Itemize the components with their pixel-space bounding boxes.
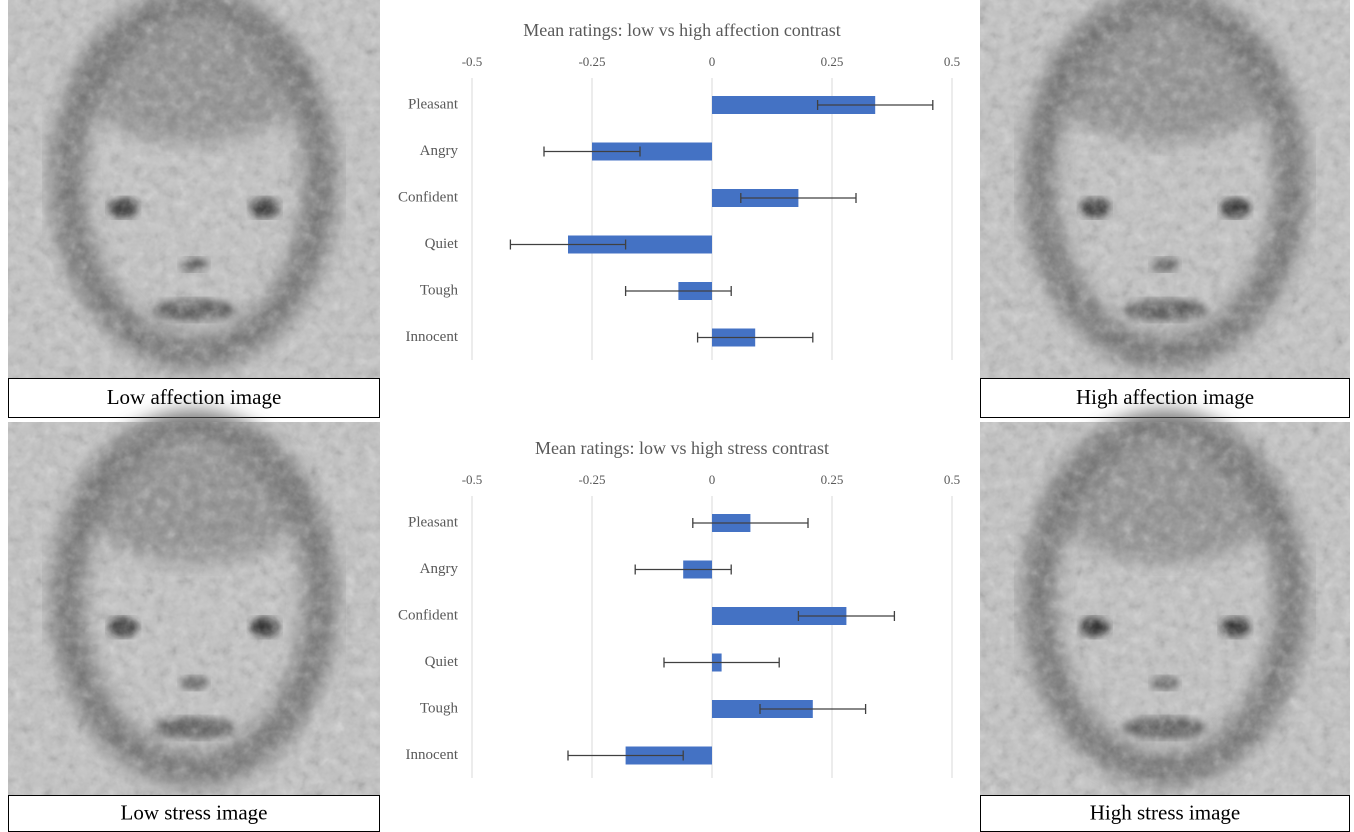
x-tick-label: -0.25 bbox=[578, 472, 605, 487]
face-image bbox=[980, 422, 1350, 795]
y-tick-label: Confident bbox=[398, 189, 459, 205]
face-image bbox=[8, 422, 380, 795]
image-noise bbox=[980, 422, 1350, 795]
image-noise bbox=[8, 422, 380, 795]
x-tick-label: 0.5 bbox=[944, 472, 960, 487]
y-tick-label: Angry bbox=[420, 561, 459, 577]
y-tick-label: Tough bbox=[420, 700, 459, 716]
chart-title: Mean ratings: low vs high affection cont… bbox=[523, 20, 841, 40]
image-caption: High stress image bbox=[1090, 800, 1240, 824]
x-tick-label: -0.5 bbox=[462, 472, 483, 487]
image-noise bbox=[8, 0, 380, 378]
figure: Low affection image High affection image L… bbox=[0, 0, 1354, 832]
y-tick-label: Quiet bbox=[425, 654, 459, 670]
face-image bbox=[8, 0, 380, 378]
face-image bbox=[980, 0, 1350, 378]
x-tick-label: 0 bbox=[709, 54, 716, 69]
x-tick-label: -0.25 bbox=[578, 54, 605, 69]
y-tick-label: Angry bbox=[420, 143, 459, 159]
x-tick-label: -0.5 bbox=[462, 54, 483, 69]
y-tick-label: Pleasant bbox=[408, 514, 459, 530]
y-tick-label: Tough bbox=[420, 282, 459, 298]
chart-title: Mean ratings: low vs high stress contras… bbox=[535, 438, 829, 458]
x-tick-label: 0.5 bbox=[944, 54, 960, 69]
x-tick-label: 0.25 bbox=[821, 472, 844, 487]
x-tick-label: 0.25 bbox=[821, 54, 844, 69]
y-tick-label: Innocent bbox=[406, 747, 459, 763]
y-tick-label: Innocent bbox=[406, 329, 459, 345]
image-caption: High affection image bbox=[1076, 385, 1254, 409]
y-tick-label: Confident bbox=[398, 607, 459, 623]
image-caption: Low stress image bbox=[121, 800, 268, 824]
image-noise bbox=[980, 0, 1350, 378]
image-caption: Low affection image bbox=[107, 385, 282, 409]
y-tick-label: Quiet bbox=[425, 236, 459, 252]
y-tick-label: Pleasant bbox=[408, 96, 459, 112]
page: {"images": [ {"caption": "Low affection … bbox=[0, 0, 1354, 832]
x-tick-label: 0 bbox=[709, 472, 716, 487]
